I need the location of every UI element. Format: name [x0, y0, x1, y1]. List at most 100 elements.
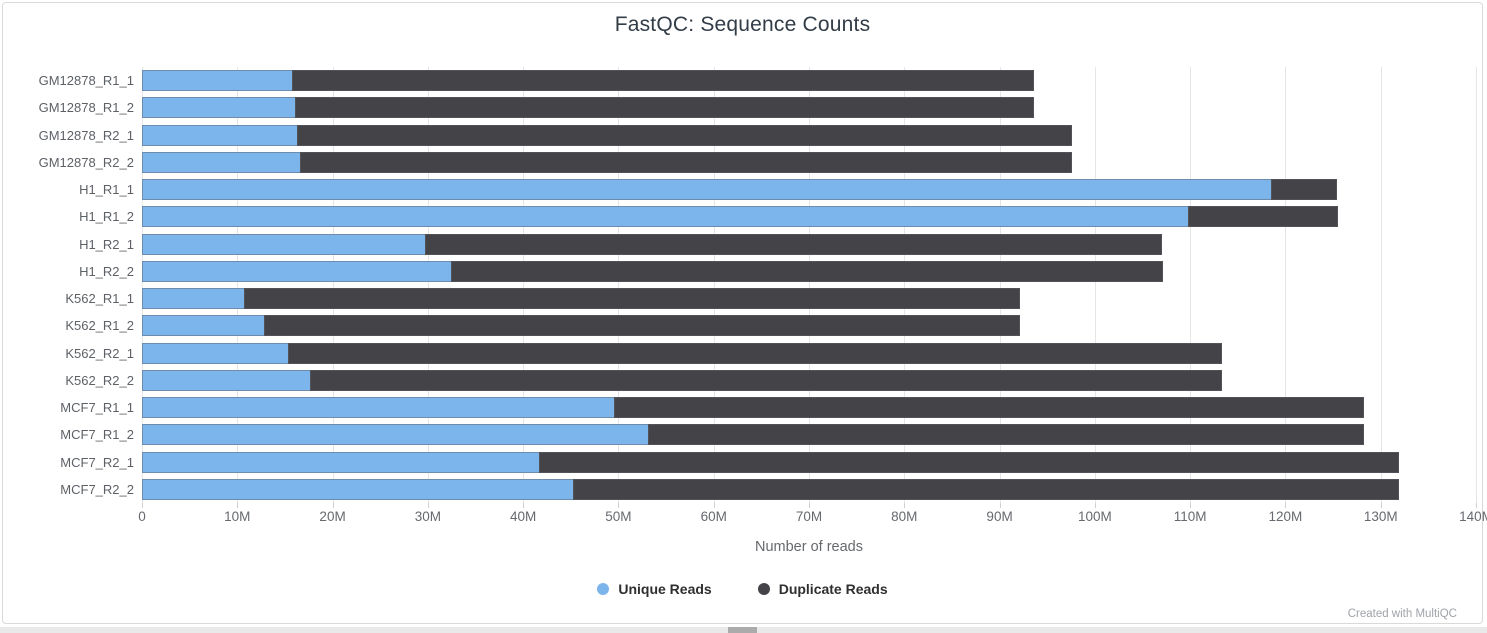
bar-segment-unique-reads[interactable]: [142, 478, 574, 500]
axis-tick-mark: [142, 503, 143, 508]
bar-segment-duplicate-reads[interactable]: [291, 70, 1034, 91]
bar-segment-unique-reads[interactable]: [142, 233, 426, 255]
bar-segment-duplicate-reads[interactable]: [424, 233, 1163, 255]
bar-segment-unique-reads[interactable]: [142, 124, 299, 146]
legend-label: Duplicate Reads: [778, 581, 888, 597]
stacked-bar: [142, 151, 1072, 173]
bar-row: [142, 476, 1476, 503]
bar-row: [142, 67, 1476, 94]
y-axis-label: H1_R2_1: [79, 236, 134, 252]
axis-tick-mark: [1285, 503, 1287, 508]
stacked-bar: [142, 288, 1020, 309]
y-axis-label: MCF7_R1_1: [60, 400, 134, 415]
bar-segment-duplicate-reads[interactable]: [613, 397, 1364, 418]
bar-segment-duplicate-reads[interactable]: [1188, 206, 1338, 228]
bar-segment-unique-reads[interactable]: [142, 151, 302, 173]
x-axis-tick-label: 120M: [1268, 509, 1303, 524]
bar-segment-unique-reads[interactable]: [142, 369, 311, 391]
bar-segment-unique-reads[interactable]: [142, 206, 1190, 228]
axis-tick-mark: [1380, 503, 1382, 508]
gridline: [237, 67, 239, 503]
bar-segment-unique-reads[interactable]: [142, 179, 1273, 200]
bar-segment-unique-reads[interactable]: [142, 342, 289, 364]
bar-segment-duplicate-reads[interactable]: [297, 124, 1072, 146]
axis-tick-mark: [332, 503, 334, 508]
bar-segment-unique-reads[interactable]: [142, 288, 245, 309]
x-axis-tick-label: 100M: [1077, 509, 1112, 524]
bar-segment-duplicate-reads[interactable]: [263, 315, 1021, 337]
bar-segment-unique-reads[interactable]: [142, 315, 265, 337]
bar-segment-duplicate-reads[interactable]: [450, 260, 1164, 282]
gridline: [523, 67, 525, 503]
legend-item-duplicate-reads[interactable]: Duplicate Reads: [757, 581, 888, 597]
bar-segment-duplicate-reads[interactable]: [539, 451, 1399, 473]
gridline: [142, 67, 143, 503]
axis-tick-mark: [1094, 503, 1096, 508]
bar-segment-unique-reads[interactable]: [142, 424, 649, 446]
bar-segment-unique-reads[interactable]: [142, 397, 615, 418]
y-axis-label: GM12878_R2_1: [38, 127, 134, 143]
axis-tick-mark: [1476, 503, 1477, 508]
stacked-bar: [142, 233, 1163, 255]
axis-tick-mark: [904, 503, 906, 508]
bar-row: [142, 231, 1476, 258]
multiqc-credit: Created with MultiQC: [1347, 608, 1457, 620]
axis-tick-mark: [999, 503, 1001, 508]
bar-segment-duplicate-reads[interactable]: [309, 369, 1222, 391]
stacked-bar: [142, 124, 1072, 146]
bar-row: [142, 203, 1476, 230]
bar-segment-duplicate-reads[interactable]: [1271, 179, 1337, 200]
y-axis-label: H1_R1_2: [79, 209, 134, 225]
stacked-bar: [142, 369, 1222, 391]
stacked-bar: [142, 397, 1364, 418]
legend-item-unique-reads[interactable]: Unique Reads: [597, 581, 712, 597]
bar-row: [142, 340, 1476, 367]
x-axis-tick-label: 70M: [795, 509, 823, 524]
x-axis-tick-label: 40M: [510, 509, 537, 524]
bar-row: [142, 421, 1476, 448]
x-axis-tick-label: 130M: [1363, 509, 1398, 524]
bar-segment-duplicate-reads[interactable]: [572, 478, 1399, 500]
gridline: [1476, 67, 1477, 503]
bar-segment-duplicate-reads[interactable]: [300, 151, 1072, 173]
bar-row: [142, 449, 1476, 476]
x-axis-tick-label: 0: [138, 509, 146, 524]
legend-dot: [757, 583, 770, 595]
x-axis-tick-label: 110M: [1173, 509, 1207, 524]
y-axis-label: K562_R2_2: [65, 372, 134, 388]
bar-segment-unique-reads[interactable]: [142, 70, 293, 91]
y-axis-label: K562_R1_1: [65, 291, 134, 306]
bar-segment-unique-reads[interactable]: [142, 260, 452, 282]
chart-title: FastQC: Sequence Counts: [614, 13, 871, 36]
gridline: [1190, 67, 1192, 503]
y-axis-label: MCF7_R1_2: [60, 427, 134, 443]
gridline: [999, 67, 1001, 503]
bar-segment-duplicate-reads[interactable]: [287, 342, 1222, 364]
x-axis-tick-label: 10M: [224, 509, 251, 524]
bar-segment-unique-reads[interactable]: [142, 97, 297, 119]
stacked-bar: [142, 70, 1034, 91]
gridline: [1380, 67, 1382, 503]
gridline: [1285, 67, 1287, 503]
y-axis-label: H1_R2_2: [79, 263, 134, 279]
legend-label: Unique Reads: [618, 581, 712, 597]
bar-row: [142, 367, 1476, 394]
stacked-bar: [142, 315, 1021, 337]
x-axis-tick-label: 80M: [891, 509, 918, 524]
bar-row: [142, 122, 1476, 149]
y-axis-label: GM12878_R1_1: [38, 73, 134, 88]
bar-segment-duplicate-reads[interactable]: [295, 97, 1034, 119]
scrollbar-thumb[interactable]: [728, 627, 757, 633]
bar-segment-duplicate-reads[interactable]: [243, 288, 1020, 309]
legend-dot: [597, 583, 610, 595]
axis-tick-mark: [523, 503, 525, 508]
stacked-bar: [142, 97, 1034, 119]
stacked-bar: [142, 179, 1337, 200]
gridline: [618, 67, 620, 503]
stacked-bar: [142, 478, 1399, 500]
page-scrollbar[interactable]: [0, 627, 1487, 633]
stacked-bar: [142, 260, 1164, 282]
bar-segment-unique-reads[interactable]: [142, 451, 541, 473]
y-axis-label: GM12878_R2_2: [38, 154, 134, 170]
bar-segment-duplicate-reads[interactable]: [647, 424, 1364, 446]
